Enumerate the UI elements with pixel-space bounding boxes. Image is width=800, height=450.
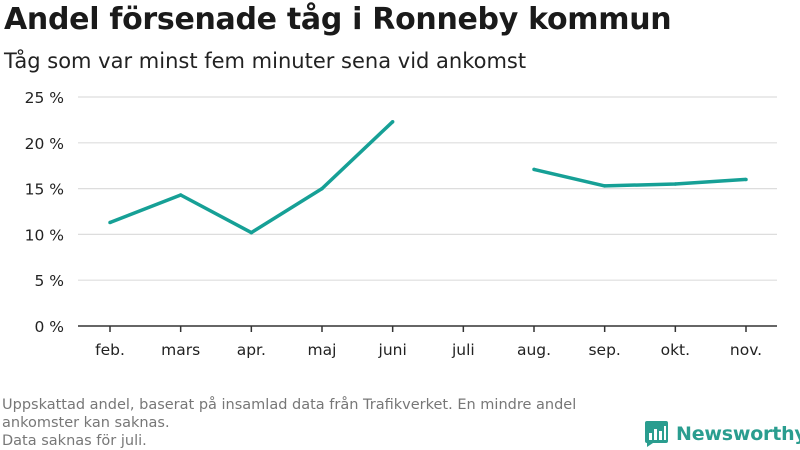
- x-tick-label: nov.: [730, 341, 762, 359]
- data-point: [532, 167, 536, 172]
- footnote: Uppskattad andel, baserat på insamlad da…: [2, 396, 632, 450]
- data-point: [673, 182, 678, 186]
- data-point: [178, 193, 183, 197]
- x-axis: feb. mars apr. maj juni juli aug. sep. okt. nov.: [78, 325, 777, 359]
- y-tick-label: 5 %: [34, 272, 64, 290]
- y-tick-label: 20 %: [25, 135, 64, 153]
- data-point: [108, 220, 112, 225]
- chart-title: Andel försenade tåg i Ronneby kommun: [4, 2, 672, 37]
- x-tick-label: juni: [378, 341, 407, 359]
- data-point: [249, 230, 254, 235]
- x-tick-label: maj: [308, 341, 337, 359]
- series-line: [533, 167, 747, 188]
- chart-subtitle: Tåg som var minst fem minuter sena vid a…: [4, 49, 527, 73]
- line-chart: 0 % 5 % 10 % 15 % 20 % 25 % feb. mars apr. maj ju…: [25, 89, 777, 359]
- data-point: [744, 177, 748, 182]
- data-point: [390, 119, 395, 124]
- y-tick-label: 15 %: [25, 181, 64, 199]
- brand-name: Newsworthy: [676, 422, 800, 445]
- data-point: [602, 184, 607, 188]
- series-line: [109, 120, 394, 235]
- y-tick-label: 0 %: [34, 318, 64, 336]
- x-tick-label: mars: [161, 341, 200, 359]
- footnote-line: Data saknas för juli.: [2, 433, 147, 449]
- x-tick-label: aug.: [517, 341, 551, 359]
- newsworthy-logo: Newsworthy: [644, 420, 800, 447]
- series-lines: [108, 119, 748, 235]
- x-tick-label: okt.: [661, 341, 690, 359]
- y-tick-label: 25 %: [25, 89, 64, 107]
- footnote-line: ankomster kan saknas.: [2, 415, 170, 431]
- footnote-line: Uppskattad andel, baserat på insamlad da…: [2, 397, 577, 413]
- y-axis-tick-labels: 0 % 5 % 10 % 15 % 20 % 25 %: [25, 89, 64, 336]
- data-point: [320, 186, 324, 191]
- x-tick-label: juli: [451, 341, 475, 359]
- x-tick-label: sep.: [588, 341, 620, 359]
- x-tick-label: feb.: [95, 341, 125, 359]
- gridlines: [78, 96, 777, 281]
- y-tick-label: 10 %: [25, 226, 64, 244]
- newsworthy-logo-icon: [645, 421, 668, 447]
- x-tick-label: apr.: [237, 341, 266, 359]
